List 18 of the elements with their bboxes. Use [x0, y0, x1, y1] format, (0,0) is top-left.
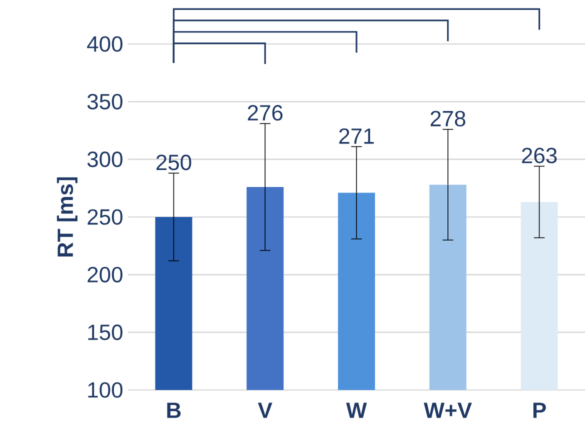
data-label: 276 — [248, 105, 282, 121]
x-tick-label: V — [258, 402, 272, 418]
y-tick-label: 400 — [87, 36, 122, 52]
y-tick-label: 200 — [88, 266, 122, 282]
data-label: 278 — [430, 110, 466, 126]
x-tick-label: P — [533, 402, 546, 418]
y-axis-title: RT [ms] — [56, 177, 78, 256]
y-tick-label: 150 — [88, 324, 122, 340]
data-label: 271 — [339, 128, 374, 144]
y-tick-label: 350 — [87, 94, 122, 110]
y-tick-label: 250 — [88, 209, 122, 225]
y-tick-label: 100 — [88, 382, 122, 398]
data-label: 263 — [522, 148, 557, 164]
x-tick-label: B — [167, 402, 181, 418]
data-label: 250 — [156, 154, 192, 170]
x-tick-label: W — [346, 402, 367, 418]
y-tick-label: 300 — [87, 152, 122, 168]
x-tick-label: W+V — [424, 402, 472, 418]
